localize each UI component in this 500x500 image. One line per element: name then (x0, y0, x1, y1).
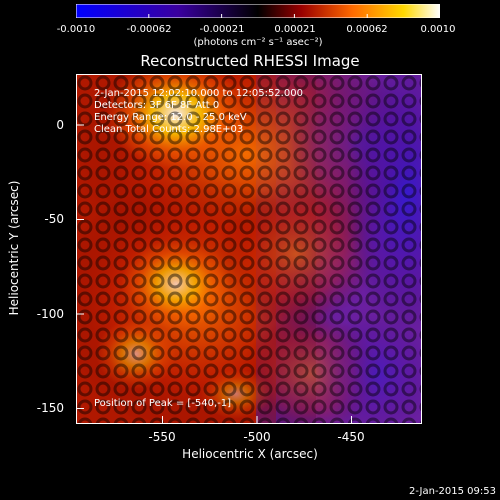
colorbar-tick: -0.00062 (126, 24, 172, 35)
x-tick-label: -550 (148, 430, 176, 444)
colorbar-tick: -0.0010 (56, 24, 96, 35)
y-tick-label: -50 (44, 212, 64, 226)
colorbar-tick: 0.0010 (420, 24, 456, 35)
rhessi-image (76, 74, 422, 424)
y-tick-label: -100 (36, 307, 64, 321)
y-tick-label: -150 (36, 401, 64, 415)
x-axis-label: Heliocentric X (arcsec) (182, 447, 318, 461)
y-axis-label: Heliocentric Y (arcsec) (7, 180, 21, 316)
y-tick-label: 0 (56, 118, 64, 132)
peak-position-label: Position of Peak = [-540,-1] (94, 398, 232, 409)
colorbar-units: (photons cm⁻² s⁻¹ asec⁻²) (193, 37, 323, 48)
colorbar-tick: 0.00062 (346, 24, 388, 35)
x-tick-label: -500 (243, 430, 271, 444)
clean-counts-label: Clean Total Counts: 2.98E+03 (94, 124, 244, 135)
footer-timestamp: 2-Jan-2015 09:53 (409, 486, 496, 497)
time-range-label: 2-Jan-2015 12:02:10.000 to 12:05:52.000 (94, 88, 303, 99)
image-title: Reconstructed RHESSI Image (140, 52, 360, 70)
colorbar-tick: 0.00021 (274, 24, 316, 35)
colorbar-tick: -0.00021 (199, 24, 245, 35)
x-tick-label: -450 (337, 430, 365, 444)
energy-range-label: Energy Range: 12.0 - 25.0 keV (94, 112, 247, 123)
colorbar (76, 4, 440, 18)
detectors-label: Detectors: 3F 6F 8F Att 0 (94, 100, 220, 111)
